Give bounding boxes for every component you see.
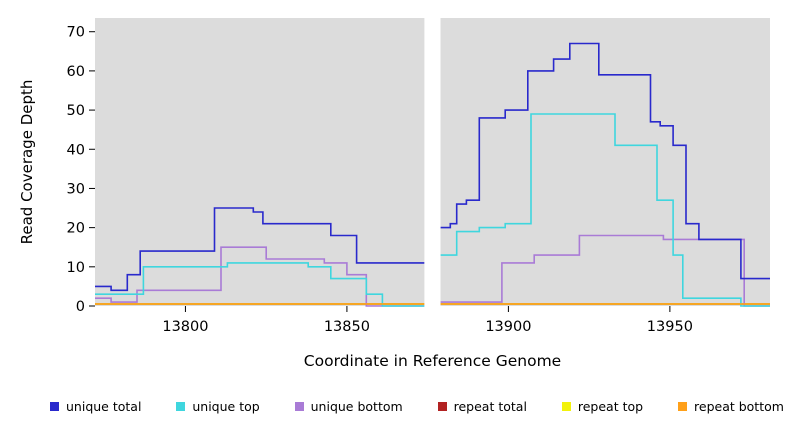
- y-tick-label: 10: [67, 260, 85, 276]
- x-tick-label: 13950: [647, 319, 693, 335]
- legend-swatch-repeat-total: [437, 402, 447, 411]
- legend-item-repeat-bottom: repeat bottom: [678, 399, 784, 414]
- legend-label: repeat bottom: [694, 399, 784, 414]
- y-tick-label: 20: [67, 221, 85, 237]
- series-line-unique-bottom: [440, 234, 770, 307]
- legend-item-repeat-top: repeat top: [561, 399, 644, 414]
- series-line-unique-top: [95, 262, 425, 307]
- series-line-unique-total: [95, 207, 425, 292]
- legend-item-unique-total: unique total: [50, 399, 141, 414]
- series-line-unique-top: [440, 113, 770, 307]
- y-tick-label: 40: [67, 142, 85, 158]
- x-tick-label: 13850: [324, 319, 370, 335]
- legend-label: unique total: [66, 399, 142, 414]
- legend-label: repeat top: [577, 399, 644, 414]
- x-tick-label: 13800: [162, 319, 208, 335]
- legend-swatch-repeat-bottom: [678, 402, 688, 411]
- legend: unique total unique top unique bottom repea…: [50, 399, 784, 414]
- legend-swatch-unique-top: [176, 402, 186, 411]
- gap-region: [424, 17, 441, 307]
- legend-swatch-unique-total: [50, 402, 59, 411]
- y-tick-label: 0: [76, 299, 85, 315]
- y-tick-label: 30: [67, 181, 85, 197]
- legend-item-unique-bottom: unique bottom: [294, 399, 403, 414]
- y-tick-label: 50: [67, 103, 85, 119]
- legend-item-unique-top: unique top: [176, 399, 260, 414]
- legend-label: unique top: [192, 399, 260, 414]
- legend-label: unique bottom: [310, 399, 403, 414]
- y-tick-label: 60: [67, 64, 85, 80]
- series-line-unique-bottom: [95, 246, 425, 307]
- legend-swatch-unique-bottom: [294, 402, 304, 411]
- x-tick-label: 13900: [485, 319, 531, 335]
- y-axis-title: Read Coverage Depth: [18, 79, 36, 245]
- x-axis-title: Coordinate in Reference Genome: [303, 352, 562, 370]
- legend-swatch-repeat-top: [561, 402, 571, 411]
- legend-label: repeat total: [453, 399, 527, 414]
- legend-item-repeat-total: repeat total: [437, 399, 527, 414]
- series-line-unique-total: [440, 42, 770, 280]
- y-tick-label: 70: [67, 25, 85, 41]
